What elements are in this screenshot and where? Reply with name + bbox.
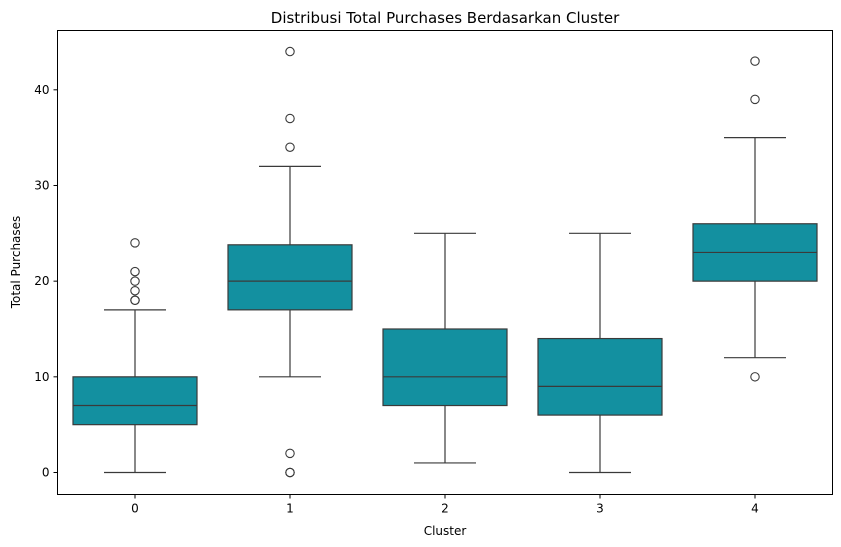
outlier-point: [750, 94, 760, 105]
outlier-point: [130, 276, 140, 286]
box-group-4: [692, 56, 818, 382]
iqr-box: [382, 328, 508, 407]
outlier-point: [285, 448, 295, 459]
outlier-point: [285, 467, 295, 478]
x-tick-label: 2: [441, 502, 449, 516]
x-tick-label: 1: [286, 502, 294, 516]
outlier-point: [130, 295, 140, 306]
box-group-0: [72, 238, 198, 474]
plot-area: [72, 46, 818, 478]
y-tick-label: 30: [34, 178, 49, 192]
iqr-box: [537, 337, 663, 416]
y-tick-label: 20: [34, 274, 49, 288]
chart-title: Distribusi Total Purchases Berdasarkan C…: [271, 9, 620, 27]
y-axis-label: Total Purchases: [9, 216, 23, 310]
outlier-point: [750, 372, 760, 382]
iqr-box: [72, 376, 198, 426]
outlier-point: [750, 56, 760, 66]
outlier-point: [285, 142, 295, 152]
x-tick-label: 0: [131, 502, 139, 516]
outlier-point: [130, 266, 140, 277]
x-axis-label: Cluster: [424, 524, 467, 538]
iqr-box: [227, 244, 353, 311]
y-tick-label: 10: [34, 370, 49, 384]
x-tick-label: 4: [751, 502, 759, 516]
y-tick-label: 40: [34, 83, 49, 97]
outlier-point: [285, 113, 295, 124]
outlier-point: [130, 238, 140, 248]
outlier-point: [130, 285, 140, 296]
y-tick-label: 0: [42, 465, 50, 479]
outlier-point: [285, 46, 295, 57]
box-group-2: [382, 232, 508, 464]
box-group-3: [537, 232, 663, 474]
x-tick-label: 3: [596, 502, 604, 516]
box-group-1: [227, 46, 353, 478]
